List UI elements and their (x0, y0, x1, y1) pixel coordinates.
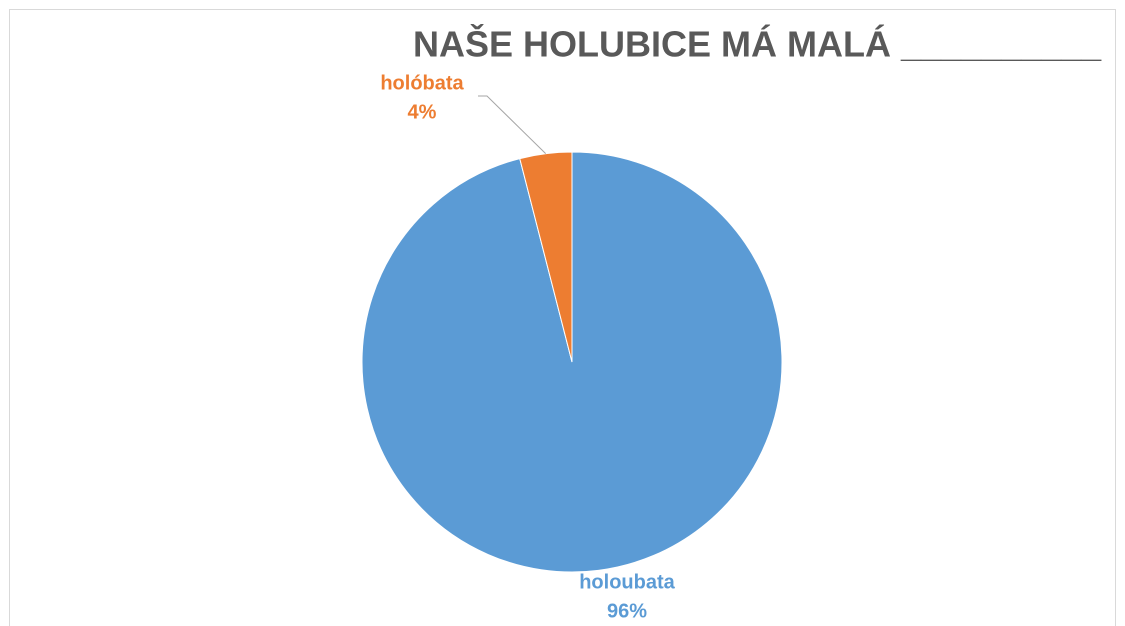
slice-label: holoubata (579, 571, 675, 593)
pie-slice (519, 151, 573, 363)
slice-value-label: 4% (408, 101, 437, 123)
slice-label: holóbata (380, 72, 464, 94)
leader-line (478, 95, 547, 155)
chart-title: NAŠE HOLUBICE MÁ MALÁ __________ (413, 23, 1102, 65)
slice-value-label: 96% (607, 600, 647, 622)
